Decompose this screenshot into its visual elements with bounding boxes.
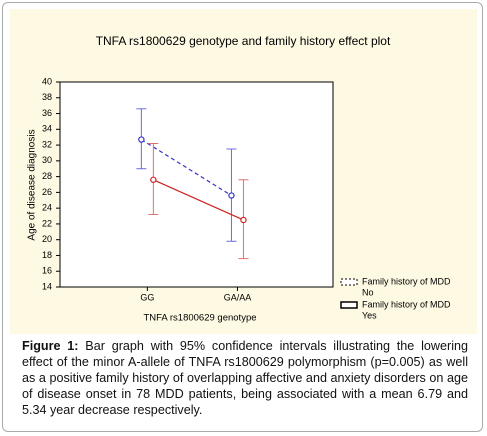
plot-area <box>59 81 334 288</box>
legend-swatch <box>340 278 358 286</box>
caption-label: Figure 1: <box>22 339 79 353</box>
y-tick-label: 38 <box>42 92 52 102</box>
legend-label: Family history of MDD <box>362 276 451 286</box>
y-axis-label: Age of disease diagnosis <box>27 129 38 240</box>
y-tick-label: 30 <box>42 155 52 165</box>
y-tick-label: 14 <box>42 281 52 291</box>
y-tick-label: 34 <box>42 124 52 134</box>
x-tick-label: GA/AA <box>224 292 252 302</box>
y-tick-label: 26 <box>42 187 52 197</box>
y-tick-label: 40 <box>42 76 52 86</box>
x-axis-label: TNFA rs1800629 genotype <box>143 313 256 324</box>
legend-level: Yes <box>362 310 377 320</box>
y-tick-label: 32 <box>42 139 52 149</box>
y-tick-label: 16 <box>42 266 52 276</box>
point <box>228 192 235 199</box>
x-tick-label: GG <box>140 292 154 302</box>
chart: TNFA rs1800629 genotype and family histo… <box>10 9 477 334</box>
series-line <box>153 179 244 221</box>
legend-swatch <box>340 301 358 309</box>
y-tick-label: 22 <box>42 218 52 228</box>
legend-level: No <box>362 287 374 297</box>
point <box>138 136 145 143</box>
y-tick-label: 18 <box>42 250 52 260</box>
legend-label: Family history of MDD <box>362 299 451 309</box>
y-tick-label: 28 <box>42 171 52 181</box>
y-tick-label: 20 <box>42 234 52 244</box>
point <box>150 176 157 183</box>
point <box>240 216 247 224</box>
caption-text: Bar graph with 95% confidence intervals … <box>22 339 468 417</box>
series-line <box>141 139 232 197</box>
chart-title: TNFA rs1800629 genotype and family histo… <box>96 34 391 48</box>
caption: Figure 1: Bar graph with 95% confidence … <box>22 338 468 418</box>
y-tick-label: 24 <box>42 203 52 213</box>
figure-frame <box>2 2 483 432</box>
y-tick-label: 36 <box>42 108 52 118</box>
